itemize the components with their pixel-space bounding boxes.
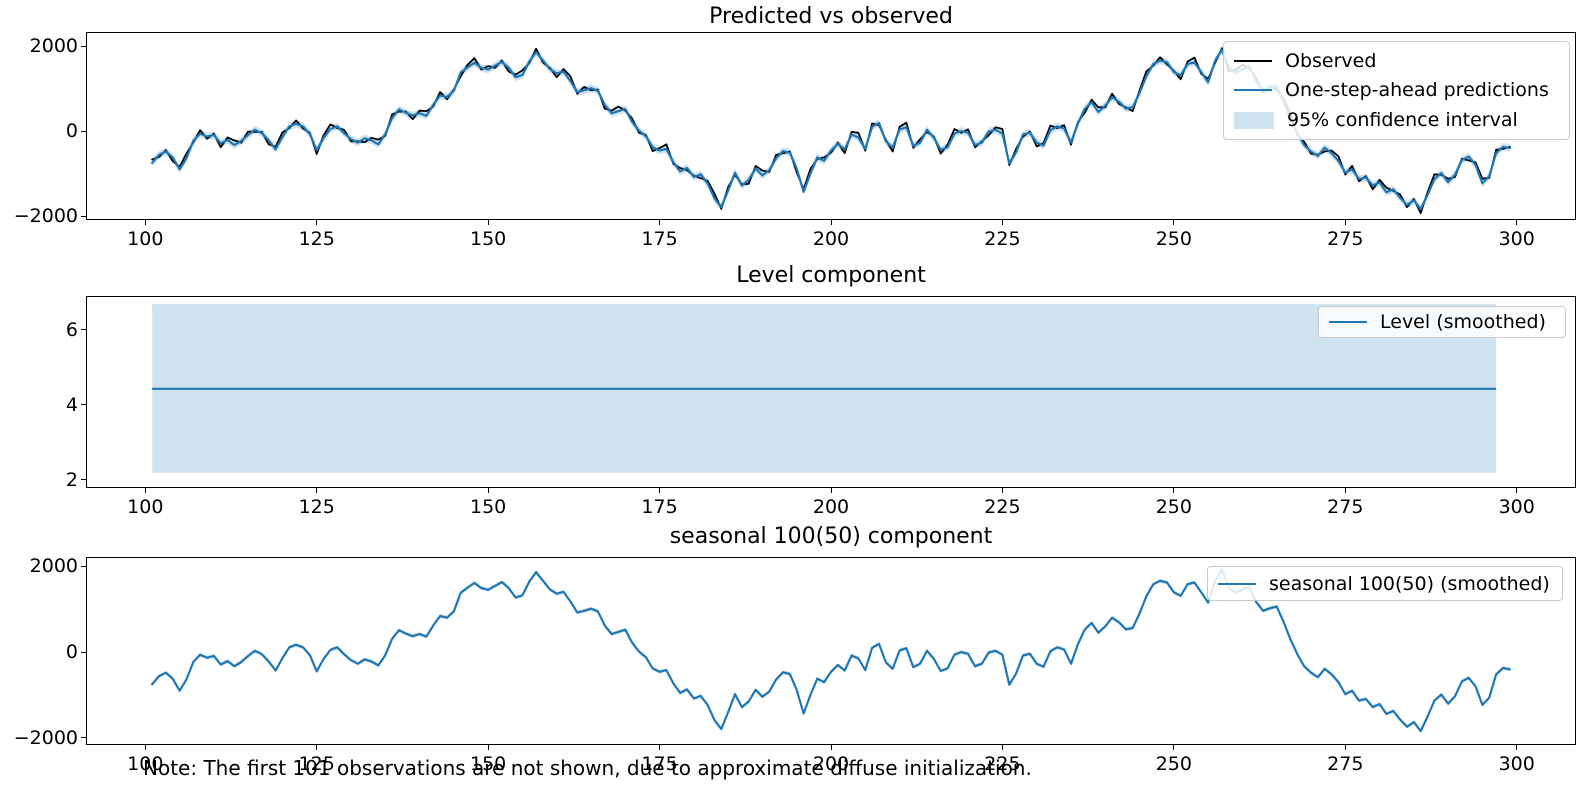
x-tick-label: 200: [812, 496, 850, 518]
x-tick: [659, 220, 661, 225]
y-tick: [81, 130, 86, 132]
x-tick: [1516, 745, 1518, 750]
x-tick: [1001, 488, 1003, 493]
confidence-patch-sample-icon: [1234, 111, 1274, 129]
x-tick-label: 225: [984, 496, 1021, 518]
chart1-title: Predicted vs observed: [709, 4, 953, 29]
chart1-legend: Observed One-step-ahead predictions 95% …: [1223, 41, 1570, 140]
legend-label: seasonal 100(50) (smoothed): [1269, 572, 1550, 595]
x-tick-label: 300: [1498, 496, 1535, 518]
x-tick-label: 100: [127, 753, 164, 775]
x-tick: [487, 745, 489, 750]
x-tick: [1344, 220, 1346, 225]
y-tick: [81, 651, 86, 653]
x-tick: [316, 220, 318, 225]
x-tick: [1173, 220, 1175, 225]
y-tick-label: 0: [65, 641, 78, 664]
x-tick: [830, 745, 832, 750]
chart3-legend: seasonal 100(50) (smoothed): [1207, 566, 1563, 601]
x-tick-label: 300: [1498, 753, 1535, 775]
x-tick: [487, 488, 489, 493]
x-tick-label: 150: [470, 228, 507, 250]
seasonal-100-50-smoothed--line: [151, 568, 1511, 733]
x-tick-label: 175: [641, 496, 678, 518]
x-tick: [830, 488, 832, 493]
y-tick-label: −2000: [13, 726, 78, 749]
y-tick-label: 2: [65, 468, 78, 491]
x-tick: [316, 745, 318, 750]
seasonal-line-sample-icon: [1218, 582, 1256, 585]
y-tick: [81, 565, 86, 567]
chart2-canvas: [152, 304, 1497, 473]
figure-note: Note: The first 101 observations are not…: [143, 756, 1032, 780]
y-tick-label: 6: [65, 318, 78, 341]
x-tick: [1344, 745, 1346, 750]
x-tick: [659, 488, 661, 493]
legend-label: Observed: [1285, 49, 1377, 72]
x-tick-label: 200: [812, 753, 850, 775]
y-tick-label: 2000: [29, 555, 78, 578]
x-tick-label: 300: [1498, 228, 1535, 250]
x-tick-label: 175: [641, 753, 678, 775]
x-tick: [144, 745, 146, 750]
y-tick: [81, 404, 86, 406]
level-line-sample-icon: [1329, 321, 1367, 323]
x-tick: [316, 488, 318, 493]
x-tick-label: 275: [1327, 228, 1364, 250]
x-tick-label: 100: [127, 228, 164, 250]
legend-item-seasonal: seasonal 100(50) (smoothed): [1218, 573, 1552, 595]
x-tick: [1001, 745, 1003, 750]
x-tick: [487, 220, 489, 225]
y-tick: [81, 215, 86, 217]
legend-item-predictions: One-step-ahead predictions: [1234, 79, 1559, 101]
y-tick-label: −2000: [13, 205, 78, 228]
y-tick-label: 0: [65, 120, 78, 143]
y-tick: [81, 45, 86, 47]
y-tick-label: 4: [65, 393, 78, 416]
y-tick: [81, 479, 86, 481]
x-tick-label: 125: [298, 753, 335, 775]
legend-label: One-step-ahead predictions: [1285, 79, 1549, 102]
x-tick-label: 250: [1155, 496, 1192, 518]
chart3-canvas: [151, 567, 1511, 733]
x-tick-label: 225: [984, 228, 1021, 250]
x-tick: [1173, 488, 1175, 493]
x-tick-label: 250: [1155, 228, 1192, 250]
observed-line-sample-icon: [1234, 59, 1272, 62]
x-tick-label: 100: [127, 496, 164, 518]
x-tick: [830, 220, 832, 225]
x-tick: [144, 220, 146, 225]
x-tick-label: 125: [298, 496, 335, 518]
x-tick-label: 275: [1327, 496, 1364, 518]
chart2-title: Level component: [736, 263, 926, 288]
x-tick-label: 150: [470, 496, 507, 518]
y-tick-label: 2000: [29, 35, 78, 58]
x-tick: [659, 745, 661, 750]
x-tick: [1344, 488, 1346, 493]
prediction-line-sample-icon: [1234, 89, 1272, 92]
legend-label: 95% confidence interval: [1287, 109, 1518, 132]
x-tick-label: 250: [1155, 753, 1192, 775]
x-tick: [1001, 220, 1003, 225]
x-tick: [1516, 220, 1518, 225]
chart2-legend: Level (smoothed): [1318, 306, 1566, 338]
x-tick-label: 200: [812, 228, 850, 250]
legend-item-level: Level (smoothed): [1329, 311, 1555, 333]
y-tick: [81, 737, 86, 739]
x-tick-label: 125: [298, 228, 335, 250]
y-tick: [81, 329, 86, 331]
x-tick: [1516, 488, 1518, 493]
legend-label: Level (smoothed): [1380, 311, 1546, 333]
x-tick-label: 225: [984, 753, 1021, 775]
x-tick: [1173, 745, 1175, 750]
x-tick: [144, 488, 146, 493]
legend-item-confidence: 95% confidence interval: [1234, 109, 1559, 131]
legend-item-observed: Observed: [1234, 50, 1559, 72]
x-tick-label: 150: [470, 753, 507, 775]
x-tick-label: 175: [641, 228, 678, 250]
chart3-title: seasonal 100(50) component: [669, 524, 993, 549]
x-tick-label: 275: [1327, 753, 1364, 775]
